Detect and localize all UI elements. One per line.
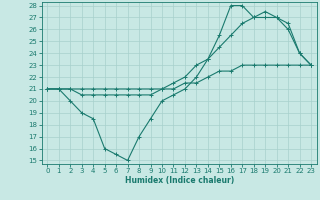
X-axis label: Humidex (Indice chaleur): Humidex (Indice chaleur) (124, 176, 234, 185)
